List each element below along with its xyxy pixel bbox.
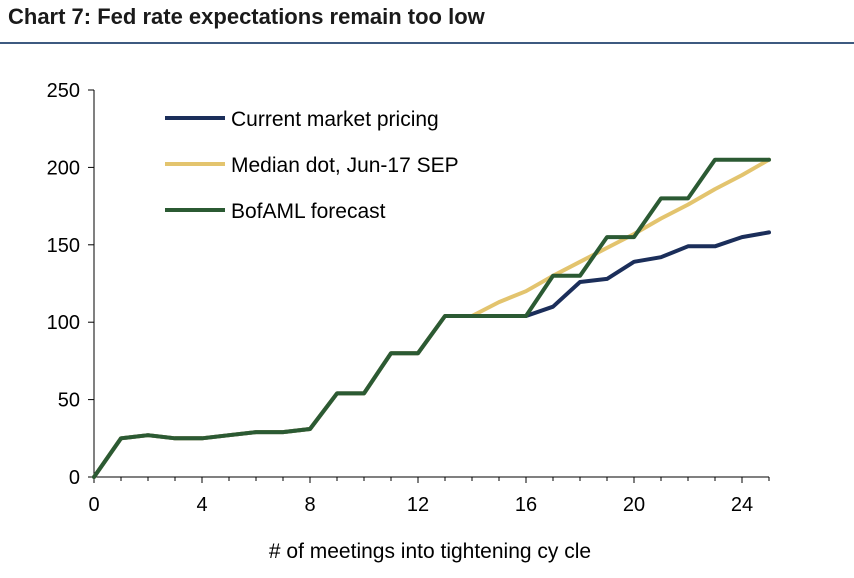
legend-label-1: Median dot, Jun-17 SEP — [231, 154, 459, 177]
y-tick-label: 100 — [47, 312, 80, 334]
x-tick-label: 4 — [196, 494, 207, 516]
x-tick-label: 20 — [623, 494, 645, 516]
y-tick-label: 200 — [47, 157, 80, 179]
legend: Current market pricing Median dot, Jun-17… — [165, 108, 459, 223]
x-axis-label: # of meetings into tightening cy cle — [269, 540, 591, 563]
title-underline — [0, 42, 854, 44]
y-tick-label: 0 — [69, 467, 80, 489]
legend-label-0: Current market pricing — [231, 108, 439, 131]
y-tick-label: 250 — [47, 80, 80, 102]
x-tick-label: 12 — [407, 494, 429, 516]
x-tick-label: 24 — [731, 494, 753, 516]
y-tick-label: 150 — [47, 235, 80, 257]
x-tick-label: 16 — [515, 494, 537, 516]
legend-label-2: BofAML forecast — [231, 200, 386, 223]
series-lines — [92, 157, 771, 479]
x-tick-label: 8 — [304, 494, 315, 516]
series-line-1 — [92, 157, 771, 479]
axes: 0 50 100 150 200 250 0 4 8 12 16 20 24 — [47, 80, 770, 516]
x-tick-label: 0 — [88, 494, 99, 516]
series-line-2 — [92, 157, 771, 479]
chart-title: Chart 7: Fed rate expectations remain to… — [8, 4, 485, 29]
series-line-0 — [92, 230, 771, 479]
y-tick-label: 50 — [58, 390, 80, 412]
